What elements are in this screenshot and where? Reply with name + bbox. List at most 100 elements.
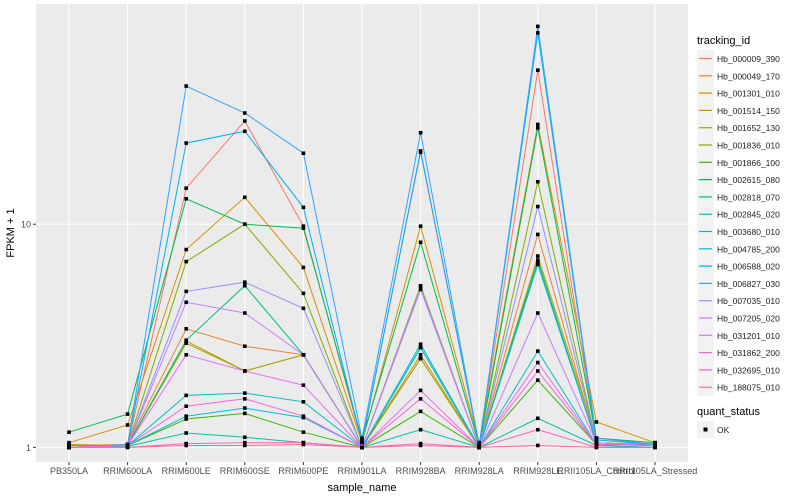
x-tick-label: RRIM600SE [220, 466, 270, 476]
data-point [243, 391, 247, 395]
data-point [536, 360, 540, 365]
data-point [301, 352, 306, 357]
data-point [243, 397, 247, 401]
data-point [418, 443, 423, 448]
data-point [243, 369, 247, 373]
data-point [67, 445, 71, 450]
data-point [360, 445, 364, 450]
data-point [536, 31, 540, 35]
data-point [125, 443, 130, 448]
data-point [536, 349, 540, 353]
data-point [418, 441, 423, 446]
data-point [418, 397, 423, 401]
data-point [418, 409, 423, 414]
data-point [184, 289, 188, 294]
legend-label: Hb_000009_390 [717, 54, 780, 64]
data-point [536, 378, 540, 383]
data-point [477, 445, 481, 450]
data-point [418, 283, 423, 288]
data-point [184, 393, 188, 398]
y-tick-label: 1 [26, 443, 31, 453]
data-point [243, 411, 247, 416]
data-point [243, 280, 247, 284]
x-tick-label: RRIM600PE [278, 466, 328, 476]
data-point [536, 254, 540, 258]
data-point [184, 247, 188, 252]
x-tick-label: RRII105LA_Stressed [613, 466, 698, 476]
data-point [301, 265, 306, 270]
data-point [653, 443, 657, 448]
data-point [418, 356, 423, 361]
data-point [243, 119, 247, 123]
data-point [594, 445, 599, 450]
data-point [184, 196, 188, 201]
data-point [536, 68, 540, 72]
data-point [243, 406, 247, 410]
data-point [184, 414, 188, 418]
data-point [67, 443, 71, 448]
data-point [301, 400, 306, 404]
data-point [301, 442, 306, 447]
x-tick-label: RRIM928LE [513, 466, 562, 476]
data-point [536, 416, 540, 421]
data-point [418, 224, 423, 228]
data-point [301, 226, 306, 230]
data-point [243, 311, 247, 315]
data-point [653, 445, 657, 450]
data-point [125, 445, 130, 450]
legend-label: Hb_001514_150 [717, 106, 780, 116]
data-point [418, 345, 423, 350]
data-point [184, 341, 188, 345]
legend-label: Hb_002818_070 [717, 192, 780, 202]
data-point [243, 440, 247, 445]
data-point [184, 300, 188, 305]
data-point [653, 440, 657, 445]
data-point [536, 24, 540, 29]
data-point [184, 84, 188, 88]
y-axis-label: FPKM + 1 [5, 208, 17, 257]
data-point [418, 285, 423, 290]
data-point [594, 420, 599, 424]
data-point [184, 186, 188, 191]
shape-legend-label: OK [717, 425, 730, 435]
data-point [184, 141, 188, 145]
x-tick-label: RRIM901LA [337, 466, 386, 476]
data-point [536, 126, 540, 130]
data-point [536, 369, 540, 373]
data-point [301, 414, 306, 418]
data-point [536, 204, 540, 209]
data-point [184, 352, 188, 357]
data-point [418, 342, 423, 346]
data-point [67, 440, 71, 445]
legend-label: Hb_188075_010 [717, 383, 780, 393]
data-point [301, 440, 306, 445]
data-point [418, 149, 423, 153]
data-point [67, 430, 71, 434]
data-point [360, 436, 364, 440]
legend-label: Hb_004785_200 [717, 244, 780, 254]
data-point [301, 205, 306, 210]
data-point [243, 111, 247, 115]
legend-label: Hb_002615_080 [717, 175, 780, 185]
data-point [536, 443, 540, 448]
data-point [184, 441, 188, 446]
x-tick-label: PB350LA [50, 466, 88, 476]
data-point [243, 344, 247, 349]
data-point [536, 311, 540, 315]
data-point [243, 443, 247, 448]
legend-label: Hb_007035_010 [717, 296, 780, 306]
data-point [418, 352, 423, 357]
legend-label: Hb_002845_020 [717, 210, 780, 220]
legend-label: Hb_001866_100 [717, 158, 780, 168]
x-tick-label: RRIM600LE [162, 466, 211, 476]
data-point [184, 326, 188, 331]
data-point [243, 195, 247, 200]
data-point [536, 258, 540, 262]
legend-point-icon [703, 427, 708, 432]
data-point [418, 130, 423, 135]
data-point [184, 338, 188, 343]
data-point [594, 440, 599, 445]
legend-label: Hb_032695_010 [717, 365, 780, 375]
